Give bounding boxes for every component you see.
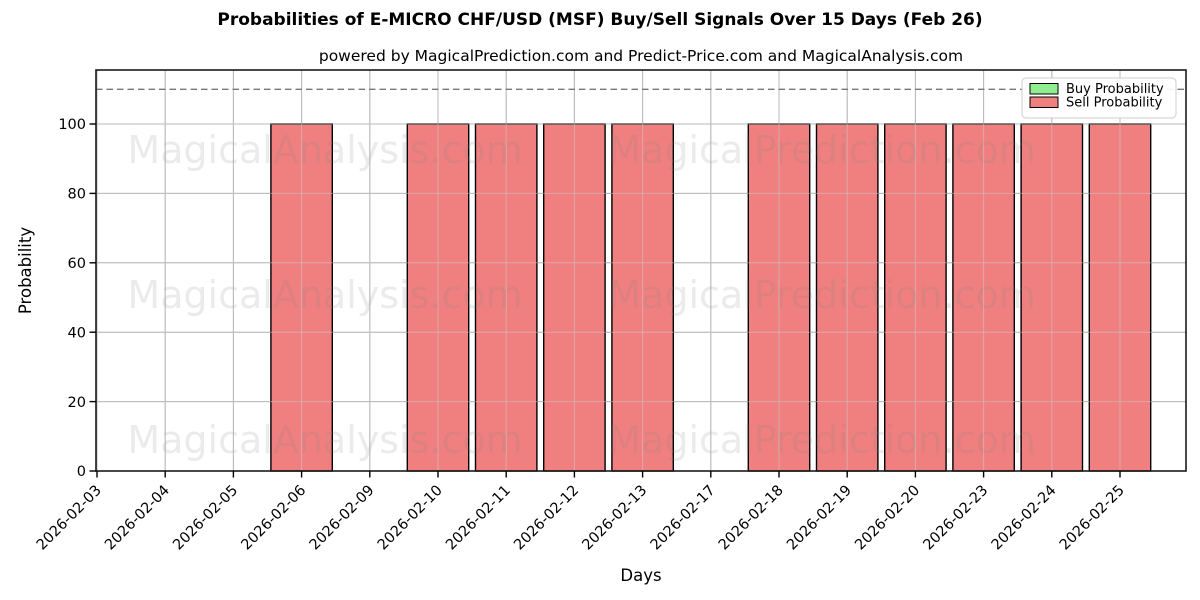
chart-title: Probabilities of E-MICRO CHF/USD (MSF) B… <box>217 10 983 30</box>
x-tick-label: 2026-02-20 <box>852 483 923 554</box>
legend-label: Buy Probability <box>1066 82 1164 97</box>
x-tick-label: 2026-02-06 <box>239 483 310 554</box>
watermark-right: MagicalPrediction.com <box>608 418 1036 462</box>
watermark-left: MagicalAnalysis.com <box>127 128 522 172</box>
x-tick-label: 2026-02-17 <box>648 483 719 554</box>
legend-item: Buy Probability <box>1029 82 1164 97</box>
x-tick-labels: 2026-02-032026-02-042026-02-052026-02-06… <box>34 483 1128 554</box>
x-tick-label: 2026-02-24 <box>989 483 1060 554</box>
chart-subtitle: powered by MagicalPrediction.com and Pre… <box>318 47 964 65</box>
watermark-right: MagicalPrediction.com <box>608 128 1036 172</box>
y-tick-label: 0 <box>77 464 86 480</box>
watermark-left: MagicalAnalysis.com <box>127 418 522 462</box>
legend-item: Sell Probability <box>1029 96 1163 111</box>
legend-label: Sell Probability <box>1066 96 1163 111</box>
legend-swatch-sell <box>1029 96 1059 108</box>
x-tick-label: 2026-02-12 <box>511 483 582 554</box>
x-tick-label: 2026-02-19 <box>784 483 855 554</box>
watermarks-group: MagicalAnalysis.com MagicalPrediction.com… <box>127 128 1035 462</box>
y-tick-label: 40 <box>68 325 86 341</box>
x-tick-label: 2026-02-04 <box>102 483 173 554</box>
x-tick-label: 2026-02-18 <box>716 483 787 554</box>
y-axis-label: Probability <box>16 227 35 314</box>
x-axis-label: Days <box>620 566 661 585</box>
watermark-left: MagicalAnalysis.com <box>127 273 522 317</box>
y-tick-label: 20 <box>68 395 86 411</box>
x-tick-label: 2026-02-09 <box>307 483 378 554</box>
x-tick-label: 2026-02-23 <box>921 483 992 554</box>
x-tick-label: 2026-02-25 <box>1057 483 1128 554</box>
x-tick-label: 2026-02-05 <box>170 483 241 554</box>
x-tick-label: 2026-02-03 <box>34 483 105 554</box>
watermark-right: MagicalPrediction.com <box>608 273 1036 317</box>
y-tick-label: 60 <box>68 256 86 272</box>
x-tick-label: 2026-02-13 <box>580 483 651 554</box>
axis-ticks <box>89 123 1121 478</box>
y-tick-label: 80 <box>68 187 86 203</box>
legend-swatch-buy <box>1029 83 1059 95</box>
y-tick-label: 100 <box>58 117 86 133</box>
x-tick-label: 2026-02-11 <box>443 483 514 554</box>
x-tick-label: 2026-02-10 <box>375 483 446 554</box>
plot-border <box>95 69 1187 472</box>
grid-overlay <box>96 70 1186 471</box>
legend-box <box>1021 77 1177 119</box>
y-tick-labels: 0 20 40 60 80 100 <box>58 117 86 480</box>
